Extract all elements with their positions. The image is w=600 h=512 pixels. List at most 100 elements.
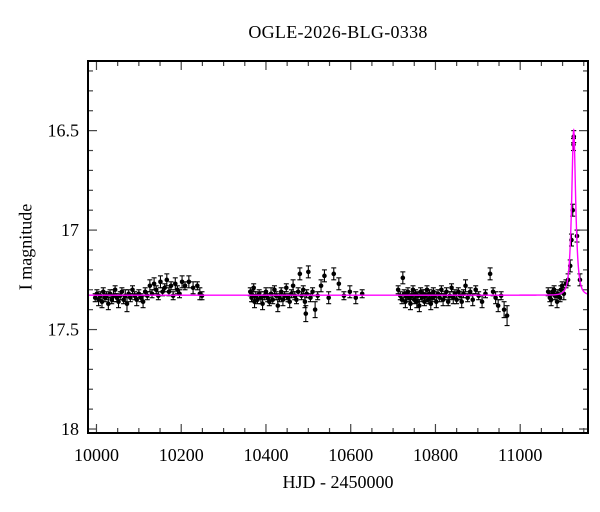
data-point: [322, 273, 327, 279]
data-point: [162, 285, 167, 291]
data-point: [160, 289, 165, 295]
data-point: [128, 295, 133, 301]
data-point: [419, 295, 425, 301]
y-axis-label: I magnitude: [15, 203, 36, 291]
data-point: [422, 299, 427, 305]
data-point: [473, 287, 479, 293]
data-point: [495, 303, 501, 308]
error-bars: [92, 130, 583, 327]
chart-title: OGLE-2026-BLG-0338: [248, 22, 428, 42]
data-point: [300, 287, 306, 293]
data-point: [153, 287, 159, 293]
data-point: [501, 307, 507, 312]
data-point: [490, 289, 496, 295]
data-point: [408, 301, 413, 306]
data-point: [119, 289, 125, 295]
data-point: [287, 299, 292, 305]
data-point: [428, 301, 434, 306]
data-point: [399, 297, 405, 303]
data-point: [280, 297, 286, 303]
data-point: [106, 301, 111, 306]
data-point: [493, 295, 498, 301]
x-tick-label: 11000: [498, 445, 542, 465]
x-tick-label: 10600: [328, 445, 373, 465]
data-point: [247, 289, 253, 295]
data-point: [186, 279, 192, 285]
data-point: [545, 289, 551, 295]
data-point: [414, 299, 420, 305]
data-point: [255, 297, 260, 303]
data-point: [297, 271, 303, 277]
data-point: [456, 289, 461, 295]
data-point: [142, 289, 148, 295]
data-point: [182, 283, 188, 289]
x-tick-label: 10000: [74, 445, 119, 465]
data-point: [463, 283, 468, 289]
data-point: [96, 297, 101, 303]
x-tick-label: 10400: [243, 445, 288, 465]
data-point: [554, 299, 560, 305]
data-point: [487, 271, 493, 277]
data-point: [158, 279, 163, 285]
data-point: [195, 283, 200, 289]
data-point: [258, 295, 264, 301]
data-point: [179, 279, 185, 285]
tick-labels: 10000 10200 10400 10600 10800 11000 16.5 17 17.5…: [48, 121, 543, 465]
data-point: [112, 287, 118, 293]
data-point: [263, 289, 269, 295]
y-tick-label: 18: [61, 419, 79, 439]
data-point: [410, 287, 416, 293]
data-point: [439, 287, 444, 293]
data-point: [417, 303, 422, 308]
data-point: [303, 311, 309, 316]
data-point: [172, 281, 178, 287]
axis-ticks: [88, 61, 588, 433]
data-point: [551, 287, 557, 293]
data-point: [557, 295, 563, 301]
data-point: [454, 297, 459, 303]
data-point: [459, 299, 465, 305]
data-point: [140, 299, 146, 305]
data-point: [306, 269, 311, 275]
data-point: [318, 283, 324, 289]
data-point: [295, 289, 301, 295]
y-tick-label: 17: [61, 220, 79, 240]
data-point: [467, 289, 473, 295]
data-point: [168, 283, 174, 289]
data-point: [121, 297, 126, 303]
y-tick-label: 16.5: [48, 121, 80, 141]
data-point: [479, 299, 485, 305]
data-point: [277, 295, 282, 301]
data-point: [326, 295, 331, 301]
data-point: [278, 289, 284, 295]
model-curve: [88, 128, 588, 296]
data-point: [294, 297, 299, 303]
data-point: [260, 301, 265, 306]
data-point: [312, 307, 318, 312]
x-axis-label: HJD - 2450000: [282, 472, 394, 492]
data-point: [347, 289, 353, 295]
data-point: [558, 287, 564, 293]
data-point: [336, 281, 342, 287]
data-point: [147, 283, 153, 289]
data-point: [331, 271, 337, 277]
data-point: [431, 289, 436, 295]
data-point: [270, 297, 276, 303]
data-point: [440, 297, 446, 303]
data-point: [166, 289, 172, 295]
data-point: [124, 301, 130, 306]
x-tick-label: 10200: [159, 445, 204, 465]
data-point: [100, 289, 106, 295]
data-point: [405, 289, 411, 295]
data-point: [403, 299, 408, 305]
data-point: [92, 295, 98, 301]
data-point: [437, 295, 442, 301]
data-point: [470, 297, 476, 303]
data-point: [285, 295, 291, 301]
data-point: [116, 299, 121, 305]
data-point: [504, 313, 510, 318]
x-tick-label: 10800: [413, 445, 458, 465]
data-point: [425, 297, 431, 303]
